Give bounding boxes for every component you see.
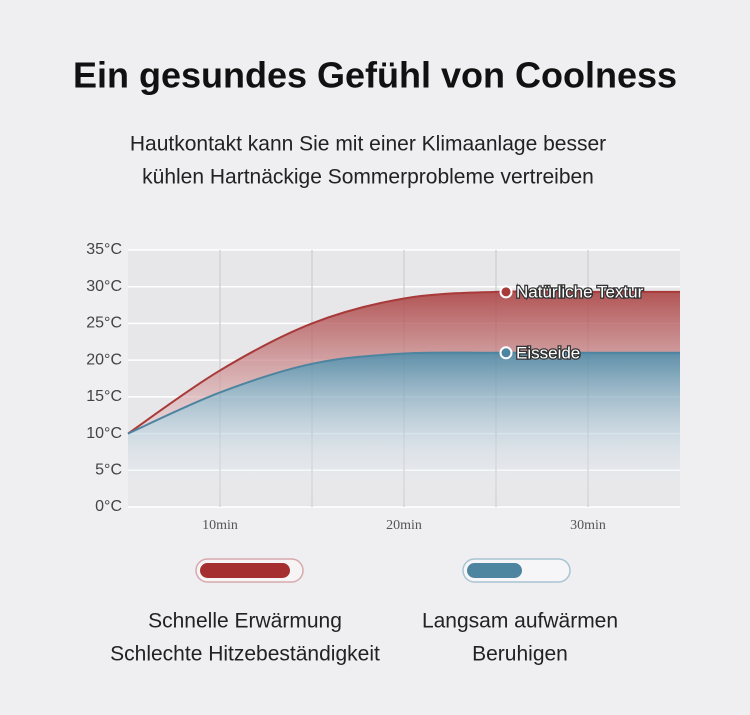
area-fill [128, 291, 680, 434]
comparison-text: Schlechte Hitzebeständigkeit [110, 643, 380, 666]
legend-label: Natürliche Textur [516, 282, 644, 301]
y-tick-label: 30°C [86, 278, 122, 295]
y-tick-label: 10°C [86, 425, 122, 442]
legend-label: Eisseide [516, 343, 580, 362]
y-tick-label: 0°C [95, 498, 122, 515]
legend-marker [499, 346, 513, 360]
x-tick-label: 10min [202, 518, 238, 533]
comparison-text: Langsam aufwärmen [422, 610, 618, 633]
legend-marker [499, 285, 513, 299]
area-fill [128, 352, 680, 507]
x-tick-label: 30min [570, 518, 606, 533]
series-line [127, 290, 680, 435]
y-tick-label: 35°C [86, 241, 122, 258]
toggle-fill [467, 563, 522, 578]
y-tick-label: 5°C [95, 462, 122, 479]
comparison-text: Beruhigen [472, 643, 568, 666]
subtitle: kühlen Hartnäckige Sommerprobleme vertre… [142, 166, 594, 189]
y-tick-label: 15°C [86, 388, 122, 405]
series-line [127, 351, 680, 435]
y-tick-label: 20°C [86, 351, 122, 368]
toggle-fill [200, 563, 290, 578]
comparison-text: Schnelle Erwärmung [148, 610, 342, 633]
title: Ein gesundes Gefühl von Coolness [73, 55, 677, 96]
x-tick-label: 20min [386, 518, 422, 533]
subtitle: Hautkontakt kann Sie mit einer Klimaanla… [130, 133, 606, 156]
y-tick-label: 25°C [86, 315, 122, 332]
